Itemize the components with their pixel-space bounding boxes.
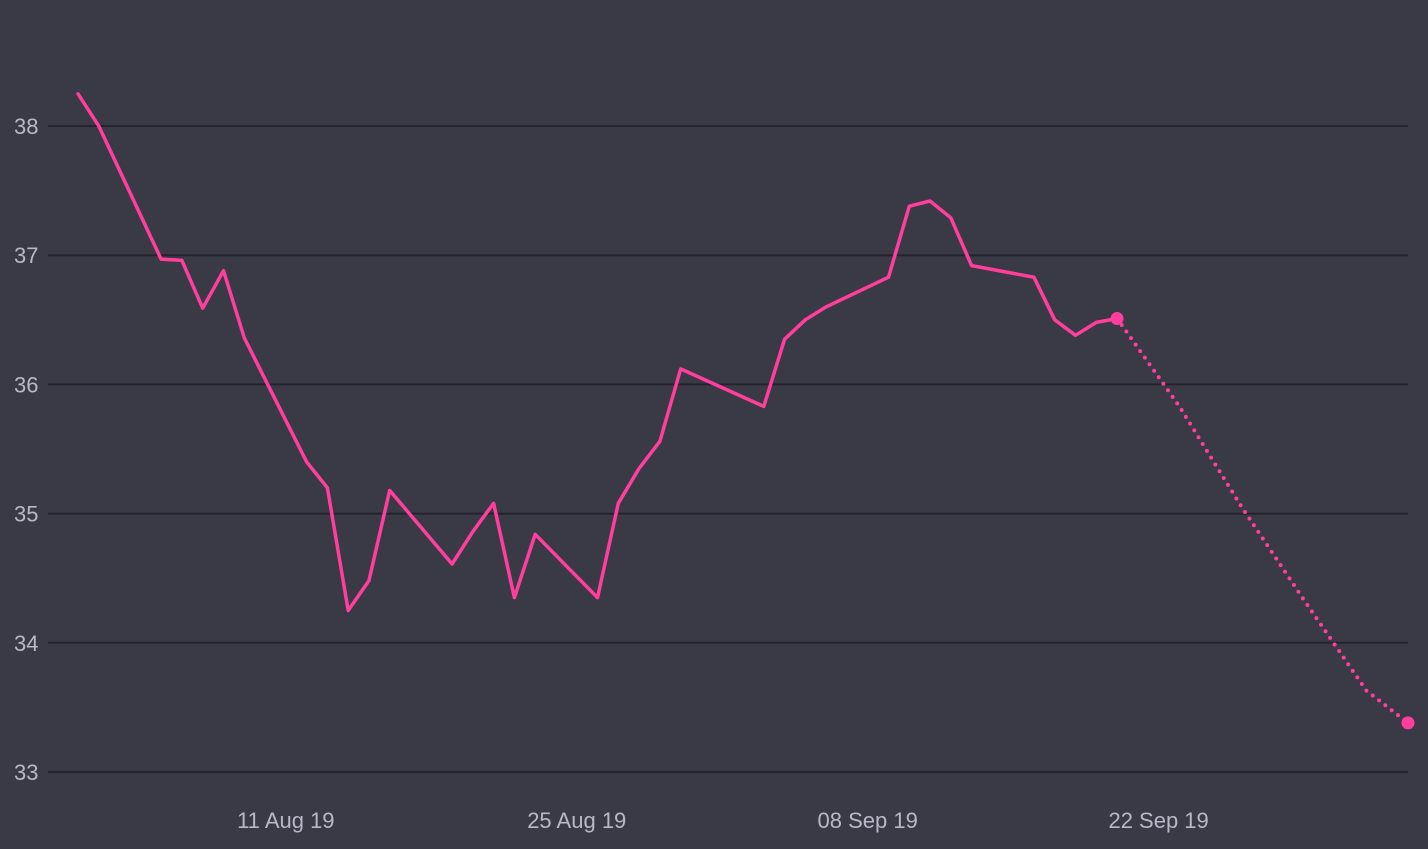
y-tick-label: 36 bbox=[14, 372, 38, 397]
y-tick-label: 34 bbox=[14, 631, 38, 656]
series-endpoint-marker bbox=[1401, 716, 1415, 730]
y-tick-label: 33 bbox=[14, 760, 38, 785]
y-tick-label: 38 bbox=[14, 114, 38, 139]
y-tick-label: 35 bbox=[14, 502, 38, 527]
x-axis-tick-labels: 11 Aug 19 25 Aug 19 08 Sep 19 22 Sep 19 bbox=[237, 808, 1209, 833]
y-axis-tick-labels: 33 34 35 36 37 38 bbox=[14, 114, 38, 785]
x-tick-label: 22 Sep 19 bbox=[1108, 808, 1208, 833]
forecast-series-line bbox=[1115, 316, 1410, 725]
x-tick-label: 25 Aug 19 bbox=[527, 808, 626, 833]
series-lines bbox=[76, 92, 1410, 725]
price-series-line bbox=[76, 92, 1119, 613]
x-tick-label: 08 Sep 19 bbox=[818, 808, 918, 833]
x-tick-label: 11 Aug 19 bbox=[237, 808, 334, 833]
y-gridlines bbox=[48, 125, 1408, 773]
series-markers bbox=[1110, 312, 1415, 730]
y-tick-label: 37 bbox=[14, 243, 38, 268]
series-endpoint-marker bbox=[1110, 312, 1124, 326]
